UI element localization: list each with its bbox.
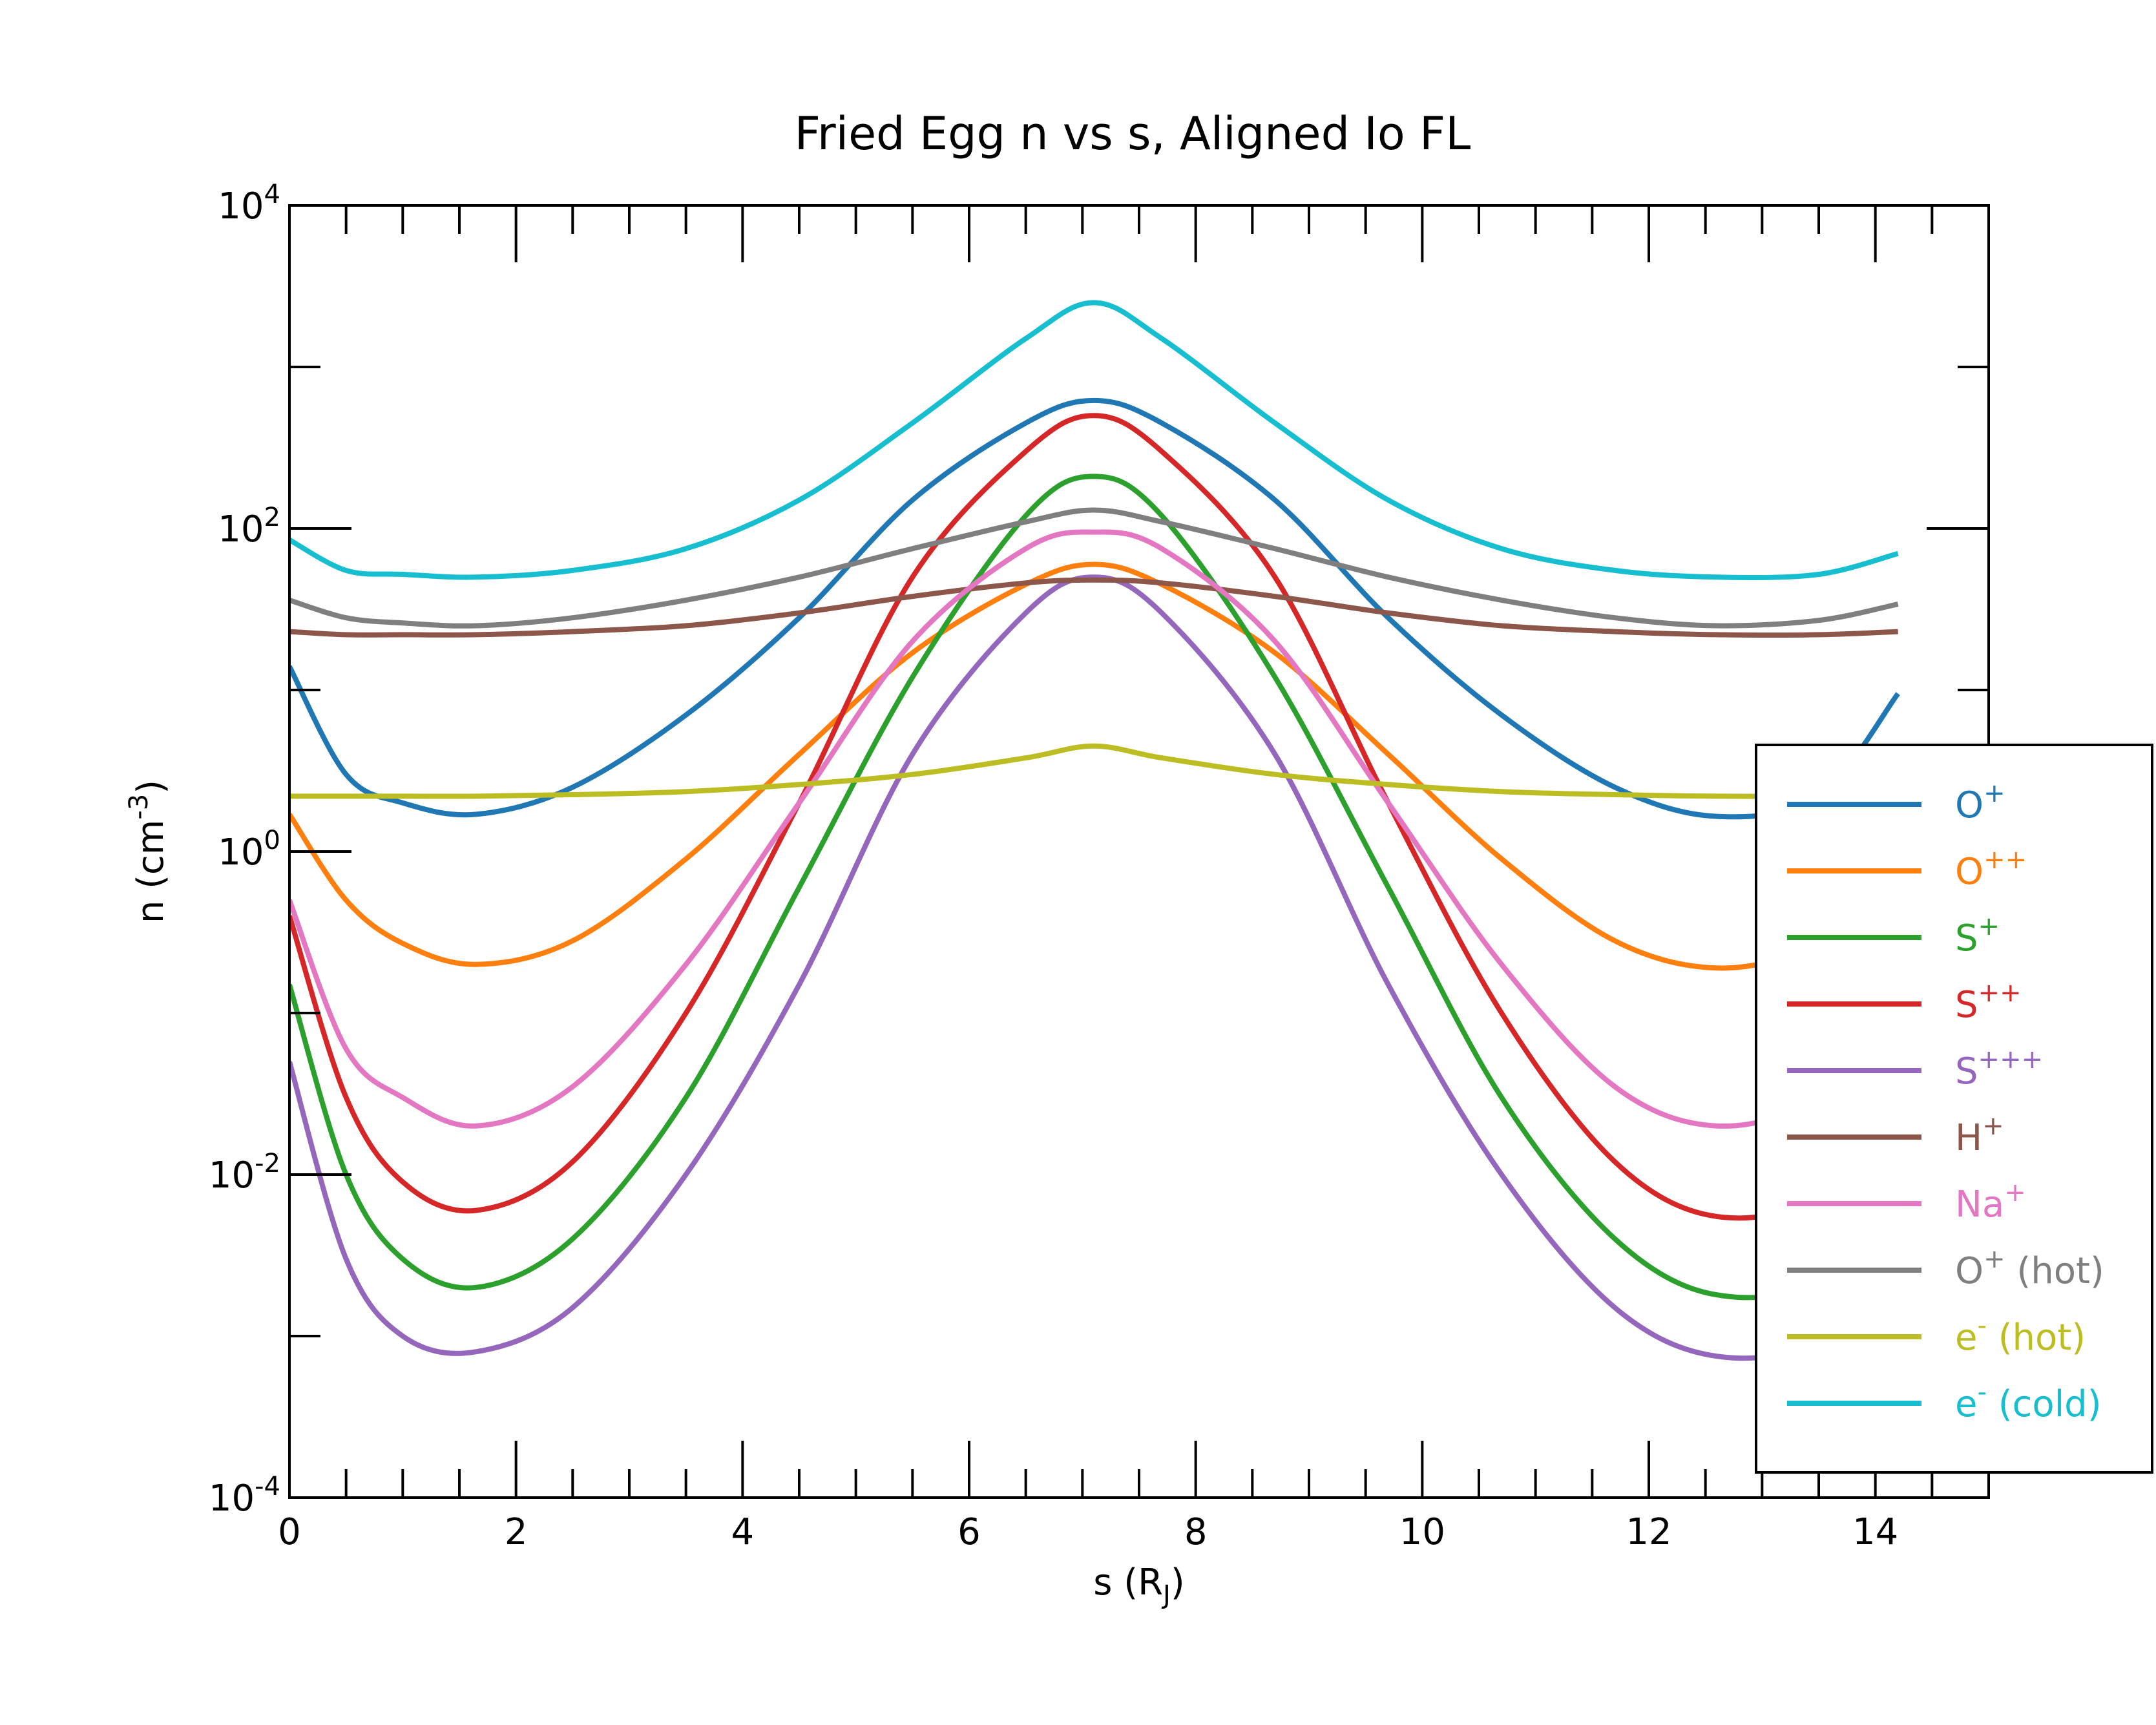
- x-tick-label: 10: [1399, 1511, 1445, 1553]
- legend-label: O+ (hot): [1955, 1244, 2104, 1292]
- series-line-8: [289, 743, 1898, 799]
- legend-label: e- (hot): [1955, 1311, 2086, 1359]
- legend-label: H+: [1955, 1111, 2004, 1159]
- x-tick-label: 8: [1184, 1511, 1208, 1553]
- series-line-3: [289, 413, 1901, 1221]
- x-tick-label: 6: [958, 1511, 981, 1553]
- x-tick-label: 14: [1852, 1511, 1898, 1553]
- y-tick-label: 102: [218, 503, 280, 550]
- legend-label: S+: [1955, 912, 2000, 959]
- y-axis-label: n (cm-3): [124, 780, 172, 923]
- series-line-4: [289, 574, 1900, 1361]
- legend: O+ O++ S+ S++ S+++ H+ Na+ O+ (hot) e- (hot) e- (c…: [1755, 744, 2153, 1474]
- plot-area: [289, 300, 1901, 1361]
- y-tick-label: 10-4: [209, 1472, 280, 1520]
- x-tick-label: 0: [278, 1511, 301, 1553]
- series-line-5: [289, 577, 1898, 638]
- series-line-6: [289, 529, 1900, 1129]
- legend-label: O+: [1955, 779, 2005, 826]
- legend-label: Na+: [1955, 1178, 2026, 1226]
- x-tick-label: 4: [731, 1511, 755, 1553]
- legend-label: S++: [1955, 978, 2022, 1026]
- y-tick-label: 104: [218, 180, 280, 227]
- series-line-0: [289, 397, 1900, 820]
- series-line-2: [289, 474, 1901, 1301]
- x-axis-label: s (RJ): [1093, 1562, 1184, 1610]
- legend-label: e- (cold): [1955, 1377, 2102, 1425]
- series-line-9: [289, 300, 1899, 580]
- x-tick-label: 2: [505, 1511, 528, 1553]
- series-line-7: [289, 507, 1899, 629]
- legend-box: [1755, 744, 2153, 1474]
- series-line-1: [289, 561, 1900, 971]
- chart-title: Fried Egg n vs s, Aligned Io FL: [795, 107, 1471, 160]
- y-tick-label: 10-2: [209, 1149, 280, 1197]
- legend-label: O++: [1955, 845, 2027, 893]
- y-tick-label: 100: [218, 826, 280, 873]
- x-tick-label: 12: [1626, 1511, 1671, 1553]
- legend-label: S+++: [1955, 1045, 2043, 1092]
